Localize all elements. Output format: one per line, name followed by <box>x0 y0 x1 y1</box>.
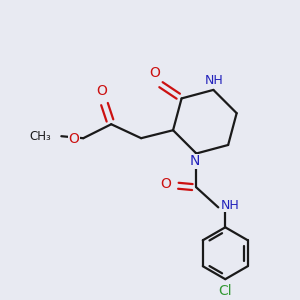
Text: N: N <box>189 154 200 169</box>
Text: CH₃: CH₃ <box>30 130 51 143</box>
Text: O: O <box>149 67 160 80</box>
Text: NH: NH <box>221 199 240 212</box>
Text: O: O <box>68 132 79 146</box>
Text: O: O <box>96 84 107 98</box>
Text: Cl: Cl <box>218 284 232 298</box>
Text: NH: NH <box>205 74 224 87</box>
Text: O: O <box>160 177 171 191</box>
